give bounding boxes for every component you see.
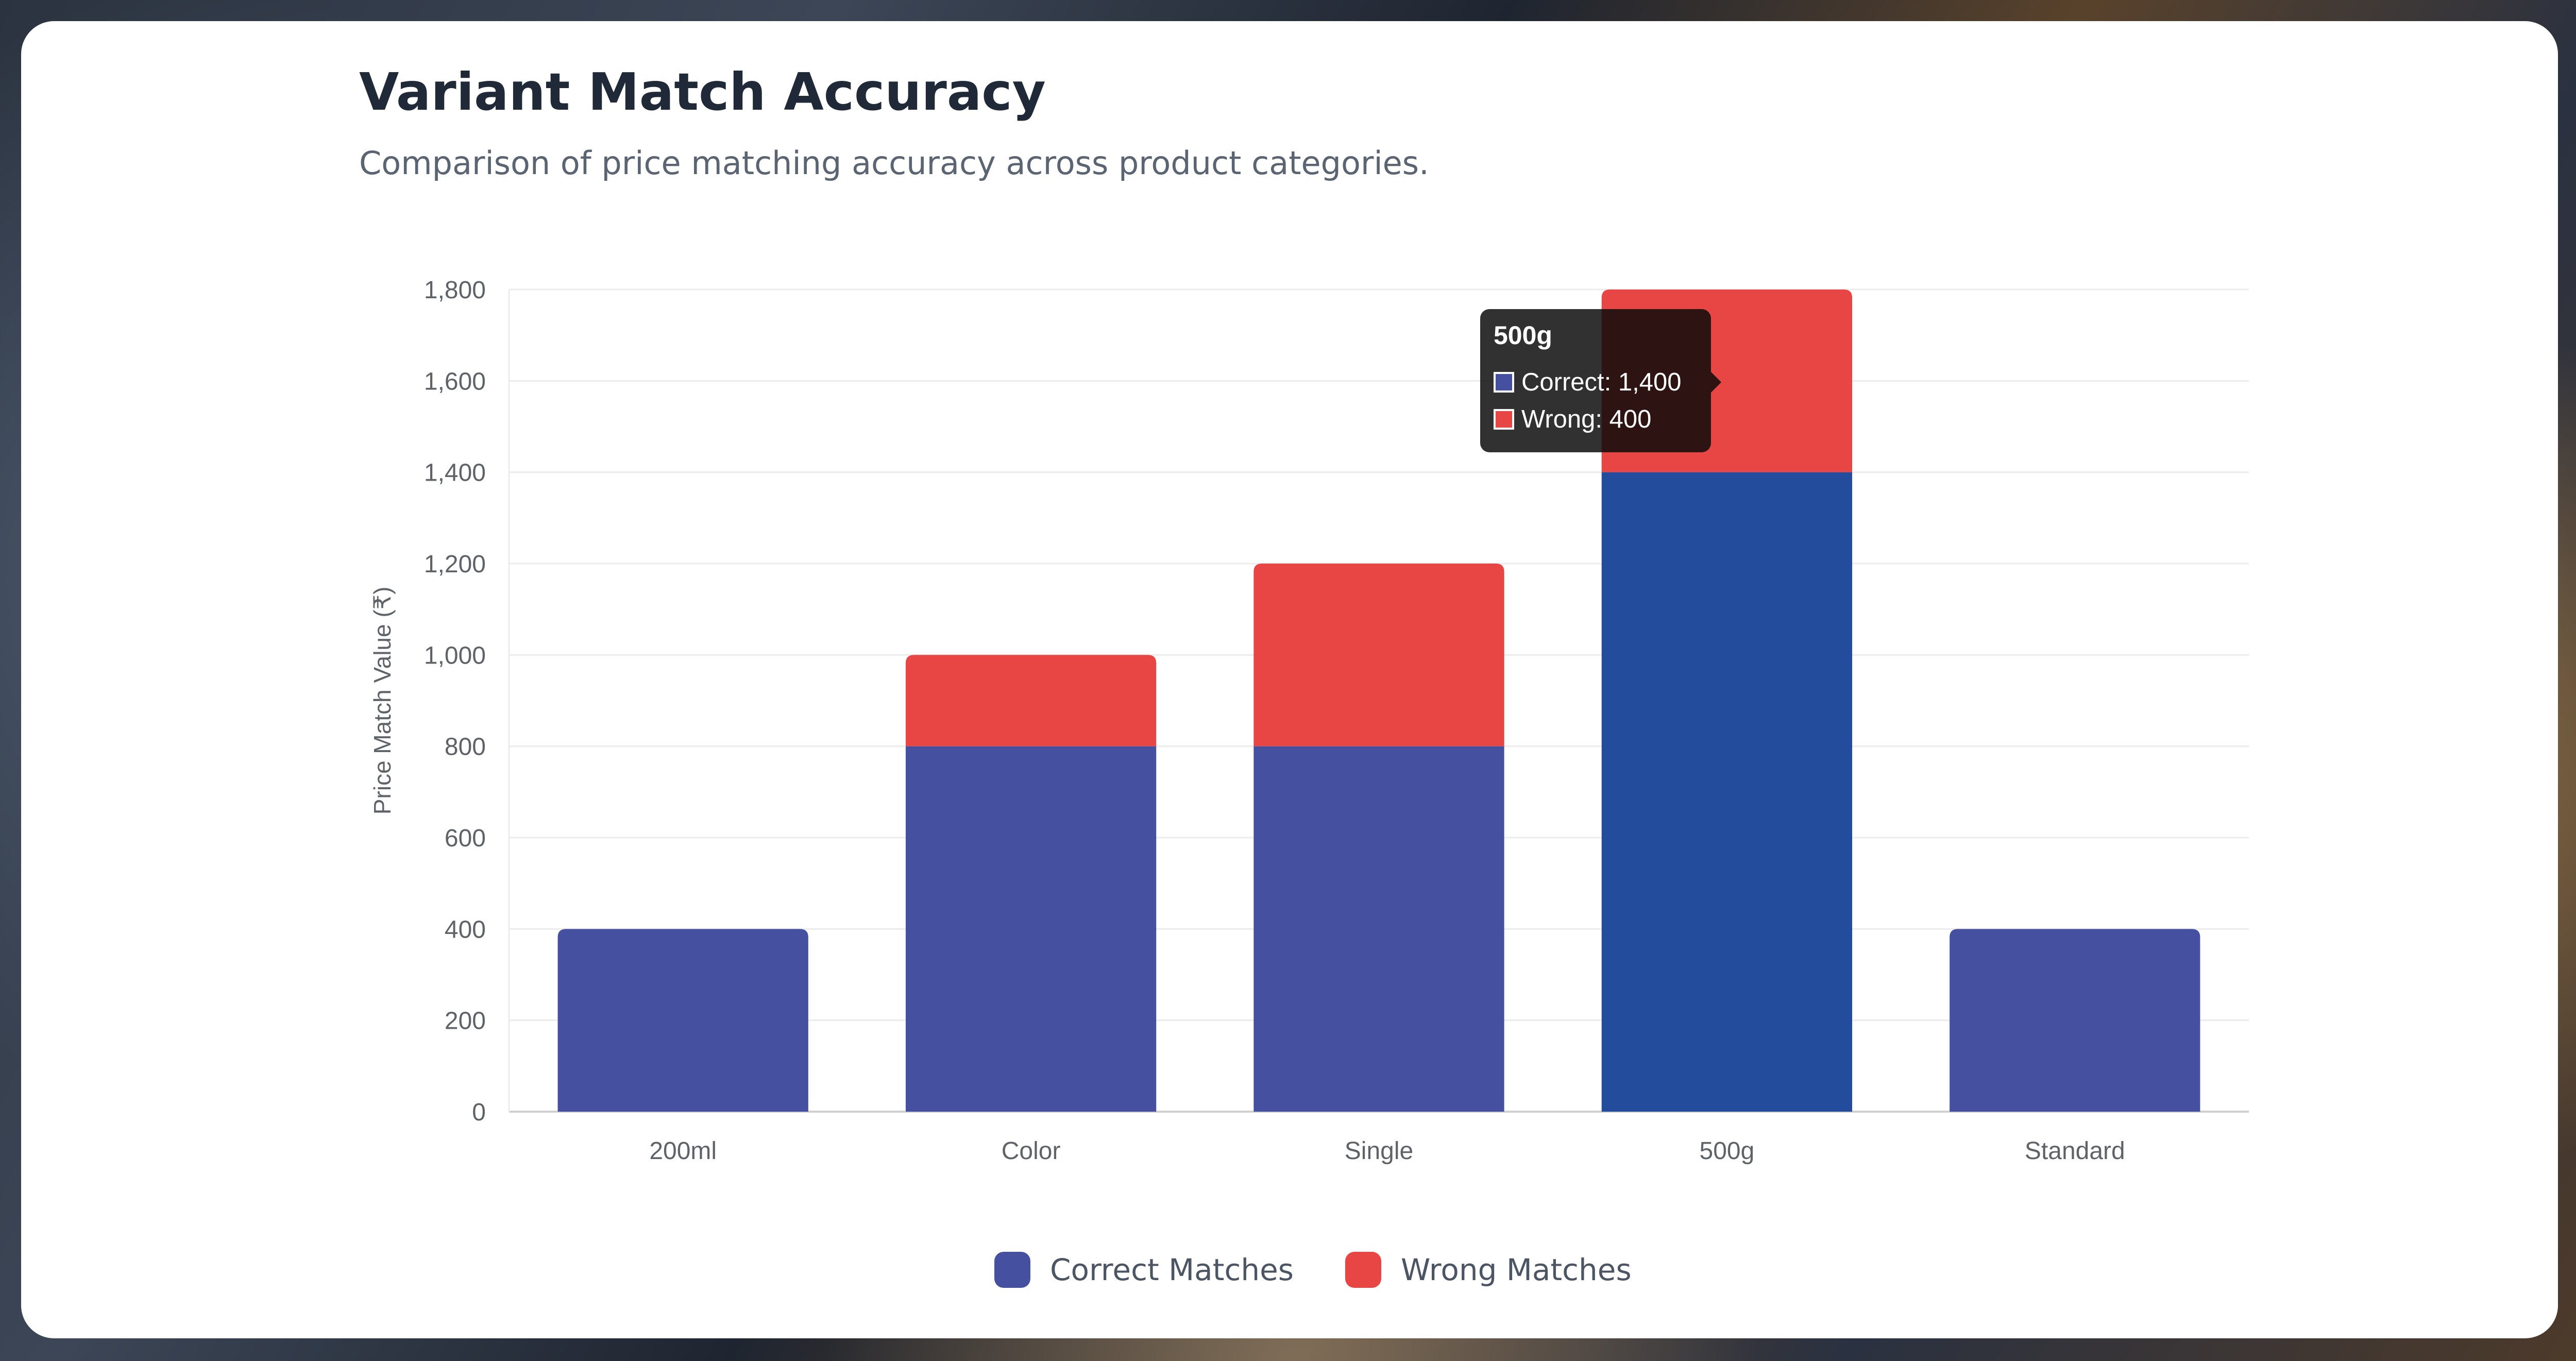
tooltip-caret [1711,372,1721,393]
tooltip-row-wrong: Wrong: 400 [1494,405,1651,434]
y-tick-label: 800 [445,734,486,761]
legend-label-wrong: Wrong Matches [1401,1252,1632,1287]
y-tick-label: 1,200 [424,551,486,578]
bar-wrong-color[interactable] [905,655,1157,746]
page-subtitle: Comparison of price matching accuracy ac… [359,144,1429,182]
legend-swatch-wrong [1345,1252,1382,1288]
y-tick-label: 1,800 [424,277,486,304]
y-tick-label: 200 [445,1008,486,1035]
bar-correct-color[interactable] [905,746,1157,1112]
chart-legend: Correct Matches Wrong Matches [994,1252,1632,1288]
y-tick-label: 0 [472,1099,486,1126]
bar-correct-200ml[interactable] [557,929,808,1112]
tooltip-wrong-text: Wrong: 400 [1521,405,1652,433]
x-tick-label: Single [1345,1137,1413,1165]
legend-item-wrong[interactable]: Wrong Matches [1345,1252,1632,1288]
tick-labels: 0 200 400 600 800 1,000 1,200 1,400 1,600 1,800 20… [424,277,2125,1165]
tooltip-swatch-correct [1494,372,1514,393]
bar-tooltip: 500g Correct: 1,400 Wrong: 400 [1480,309,1711,452]
legend-item-correct[interactable]: Correct Matches [994,1252,1294,1288]
y-axis-title: Price Match Value (₹) [369,587,396,815]
legend-swatch-correct [994,1252,1030,1288]
bar-correct-standard[interactable] [1950,929,2200,1112]
y-tick-label: 1,400 [424,460,486,487]
y-tick-label: 400 [445,916,486,943]
legend-label-correct: Correct Matches [1050,1252,1294,1287]
bar-wrong-single[interactable] [1253,564,1504,746]
tooltip-correct-text: Correct: 1,400 [1521,368,1682,396]
y-tick-label: 1,000 [424,642,486,669]
tooltip-title: 500g [1494,321,1552,350]
x-tick-label: 500g [1700,1137,1755,1165]
bar-correct-500g[interactable] [1601,472,1853,1112]
bar-correct-single[interactable] [1253,746,1504,1112]
y-tick-label: 600 [445,825,486,852]
x-tick-label: Color [1002,1137,1061,1165]
tooltip-swatch-wrong [1494,409,1514,430]
y-tick-label: 1,600 [424,368,486,395]
tooltip-row-correct: Correct: 1,400 [1494,368,1682,397]
bars [557,290,2200,1112]
x-tick-label: 200ml [649,1137,717,1165]
x-tick-label: Standard [2025,1137,2125,1165]
page-title: Variant Match Accuracy [359,62,1046,122]
